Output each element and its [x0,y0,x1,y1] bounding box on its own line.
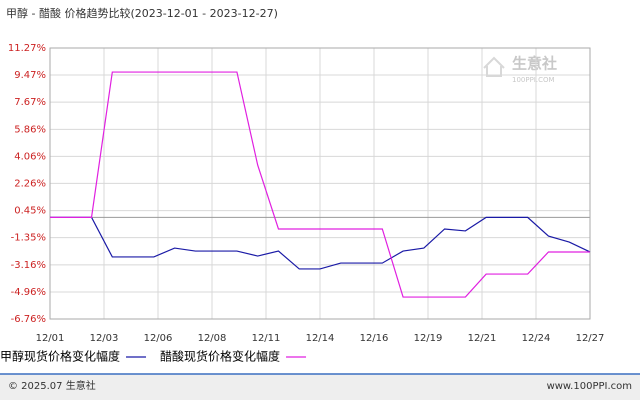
x-tick-label: 12/11 [252,333,281,344]
y-tick-label: 7.67% [14,97,46,108]
x-tick-label: 12/24 [522,333,551,344]
legend-label: 醋酸现货价格变化幅度 [160,349,280,364]
y-tick-label: 4.06% [14,151,46,162]
legend-label: 甲醇现货价格变化幅度 [0,349,120,364]
watermark-brand: 生意社 [512,55,557,73]
plot-frame [49,47,591,320]
y-tick-label: -6.76% [11,314,46,325]
x-tick-label: 12/06 [144,333,173,344]
footer-copyright: © 2025.07 生意社 [8,379,96,392]
y-tick-label: -1.35% [11,233,46,244]
x-tick-label: 12/14 [306,333,335,344]
y-tick-label: 2.26% [14,178,46,189]
y-tick-label: 9.47% [14,70,46,81]
y-tick-label: 5.86% [14,124,46,135]
series-line [50,216,591,270]
x-tick-label: 12/08 [198,333,227,344]
x-tick-label: 12/03 [90,333,119,344]
x-tick-label: 12/19 [414,333,443,344]
chart-title: 甲醇 - 醋酸 价格趋势比较(2023-12-01 - 2023-12-27) [6,6,278,20]
watermark-icon [483,56,505,77]
x-tick-label: 12/16 [360,333,389,344]
y-tick-label: -4.96% [11,287,46,298]
watermark-site: 100PPI.COM [512,76,555,84]
x-tick-label: 12/27 [576,333,605,344]
y-tick-label: 0.45% [14,206,46,217]
y-tick-label: -3.16% [11,260,46,271]
footer-bar [0,374,640,400]
y-tick-label: 11.27% [8,43,46,54]
x-tick-label: 12/01 [36,333,65,344]
footer-site: www.100PPI.com [547,381,632,392]
x-tick-label: 12/21 [468,333,497,344]
series-line [50,71,590,298]
